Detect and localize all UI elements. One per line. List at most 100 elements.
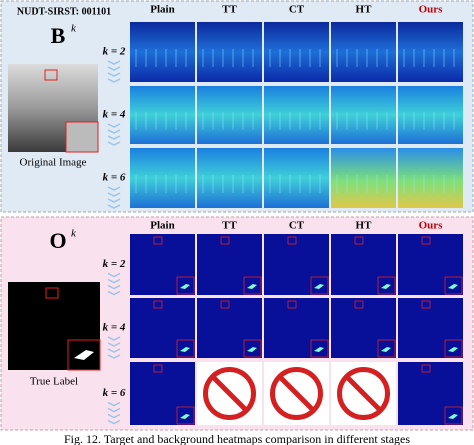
heatmap bbox=[197, 148, 262, 208]
target-blob bbox=[180, 284, 190, 289]
chevron bbox=[107, 72, 121, 77]
chevron bbox=[107, 342, 121, 347]
zoom-box bbox=[310, 339, 329, 358]
chevron bbox=[107, 419, 121, 425]
column-header: Plain bbox=[150, 220, 174, 232]
chevron bbox=[107, 123, 121, 128]
target-box bbox=[421, 364, 431, 373]
chevron bbox=[107, 413, 121, 419]
chevron bbox=[107, 354, 121, 359]
heatmap bbox=[130, 298, 195, 358]
heatmap bbox=[197, 234, 262, 295]
target-blob bbox=[314, 284, 324, 289]
target-blob bbox=[448, 414, 458, 419]
no-result-icon bbox=[203, 367, 256, 420]
chevron bbox=[107, 278, 121, 284]
heatmap bbox=[197, 298, 262, 358]
zoom-box bbox=[444, 406, 463, 425]
target-box bbox=[220, 236, 230, 245]
zoom-box bbox=[65, 121, 99, 153]
chevron bbox=[107, 401, 121, 407]
zoom-box bbox=[444, 276, 463, 295]
heatmap bbox=[331, 298, 396, 358]
target-box bbox=[421, 236, 431, 245]
heatmap bbox=[398, 298, 463, 358]
target-blob bbox=[448, 347, 458, 352]
heatmap bbox=[398, 22, 463, 82]
target-box bbox=[153, 364, 163, 373]
zoom-box bbox=[176, 276, 195, 295]
target-box bbox=[287, 236, 297, 245]
zoom-box bbox=[377, 339, 396, 358]
column-header: HT bbox=[356, 4, 373, 16]
chevron bbox=[107, 272, 121, 278]
target-box bbox=[421, 300, 431, 309]
target-blob bbox=[381, 284, 391, 289]
image-caption: Original Image bbox=[20, 157, 87, 169]
row-label: k = 4 bbox=[103, 109, 126, 121]
target-blob bbox=[247, 347, 257, 352]
heatmap bbox=[398, 148, 463, 208]
zoom-box bbox=[310, 276, 329, 295]
heatmap bbox=[197, 22, 262, 82]
zoom-box bbox=[176, 406, 195, 425]
heatmap bbox=[331, 22, 396, 82]
no-result-icon bbox=[337, 367, 390, 420]
heatmap bbox=[264, 148, 329, 208]
chevron bbox=[107, 290, 121, 296]
chevron bbox=[107, 198, 121, 203]
heatmap bbox=[331, 234, 396, 295]
heatmap bbox=[398, 362, 463, 425]
column-header: CT bbox=[289, 4, 305, 16]
chevron bbox=[107, 407, 121, 413]
heatmap bbox=[264, 298, 329, 358]
row-label: k = 6 bbox=[103, 387, 126, 399]
superscript: k bbox=[71, 23, 77, 35]
target-box bbox=[153, 236, 163, 245]
symbol: O bbox=[49, 228, 66, 253]
column-header: HT bbox=[356, 220, 373, 232]
chevron bbox=[107, 66, 121, 71]
heatmap bbox=[331, 148, 396, 208]
target-box bbox=[287, 300, 297, 309]
superscript: k bbox=[71, 228, 77, 240]
target-box bbox=[44, 69, 58, 81]
heatmap bbox=[130, 148, 195, 208]
target-blob bbox=[448, 284, 458, 289]
image-caption: True Label bbox=[30, 376, 78, 388]
chevron bbox=[107, 348, 121, 353]
target-shape bbox=[74, 350, 94, 360]
no-result-slash bbox=[344, 374, 383, 413]
heatmap bbox=[398, 234, 463, 295]
chevron bbox=[107, 336, 121, 341]
chevron bbox=[107, 204, 121, 209]
zoom-box bbox=[243, 339, 262, 358]
heatmap bbox=[130, 22, 195, 82]
zoom-box bbox=[377, 276, 396, 295]
column-header: Ours bbox=[419, 220, 444, 232]
heatmap bbox=[130, 234, 195, 295]
column-header: Ours bbox=[419, 4, 444, 16]
chevron bbox=[107, 186, 121, 191]
target-box bbox=[153, 300, 163, 309]
heatmap bbox=[130, 86, 195, 144]
chevron bbox=[107, 60, 121, 65]
target-blob bbox=[314, 347, 324, 352]
target-blob bbox=[247, 284, 257, 289]
no-result-slash bbox=[277, 374, 316, 413]
column-header: Plain bbox=[150, 4, 174, 16]
heatmap bbox=[264, 234, 329, 295]
symbol: B bbox=[51, 23, 66, 48]
figure-caption: Fig. 12. Target and background heatmaps … bbox=[64, 432, 410, 445]
target-box bbox=[220, 300, 230, 309]
heatmap bbox=[264, 22, 329, 82]
heatmap bbox=[331, 86, 396, 144]
target-box bbox=[354, 300, 364, 309]
chevron bbox=[107, 192, 121, 197]
row-label: k = 6 bbox=[103, 172, 126, 184]
target-box bbox=[354, 236, 364, 245]
no-result-icon bbox=[270, 367, 323, 420]
target-blob bbox=[180, 414, 190, 419]
